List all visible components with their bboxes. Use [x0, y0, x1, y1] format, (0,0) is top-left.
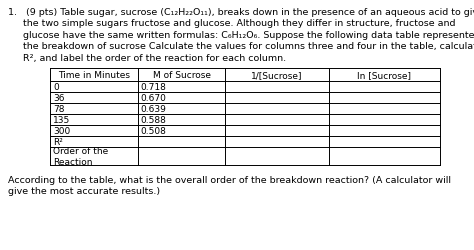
Text: 1.   (9 pts) Table sugar, sucrose (C₁₂H₂₂O₁₁), breaks down in the presence of an: 1. (9 pts) Table sugar, sucrose (C₁₂H₂₂O…: [8, 8, 474, 17]
Text: R², and label the order of the reaction for each column.: R², and label the order of the reaction …: [8, 54, 286, 63]
Text: 0.508: 0.508: [141, 126, 167, 136]
Text: the two simple sugars fructose and glucose. Although they differ in structure, f: the two simple sugars fructose and gluco…: [8, 20, 456, 28]
Text: Time in Minutes: Time in Minutes: [58, 71, 130, 80]
Text: ln [Sucrose]: ln [Sucrose]: [357, 71, 411, 80]
Text: glucose have the same written formulas: C₆H₁₂O₆. Suppose the following data tabl: glucose have the same written formulas: …: [8, 31, 474, 40]
Text: the breakdown of sucrose Calculate the values for columns three and four in the : the breakdown of sucrose Calculate the v…: [8, 42, 474, 51]
Text: M of Sucrose: M of Sucrose: [153, 71, 210, 80]
Text: According to the table, what is the overall order of the breakdown reaction? (A : According to the table, what is the over…: [8, 175, 451, 184]
Text: 1/[Sucrose]: 1/[Sucrose]: [251, 71, 303, 80]
Text: 0: 0: [53, 83, 59, 92]
Text: give the most accurate results.): give the most accurate results.): [8, 187, 160, 196]
Text: 0.639: 0.639: [141, 104, 167, 114]
Text: 300: 300: [53, 126, 70, 136]
Text: 0.670: 0.670: [141, 94, 167, 102]
Text: 36: 36: [53, 94, 64, 102]
Text: 0.718: 0.718: [141, 83, 167, 92]
Text: 0.588: 0.588: [141, 116, 167, 124]
Text: R²: R²: [53, 138, 63, 146]
Text: Order of the
Reaction: Order of the Reaction: [53, 147, 108, 166]
Text: 78: 78: [53, 104, 64, 114]
Text: 135: 135: [53, 116, 70, 124]
